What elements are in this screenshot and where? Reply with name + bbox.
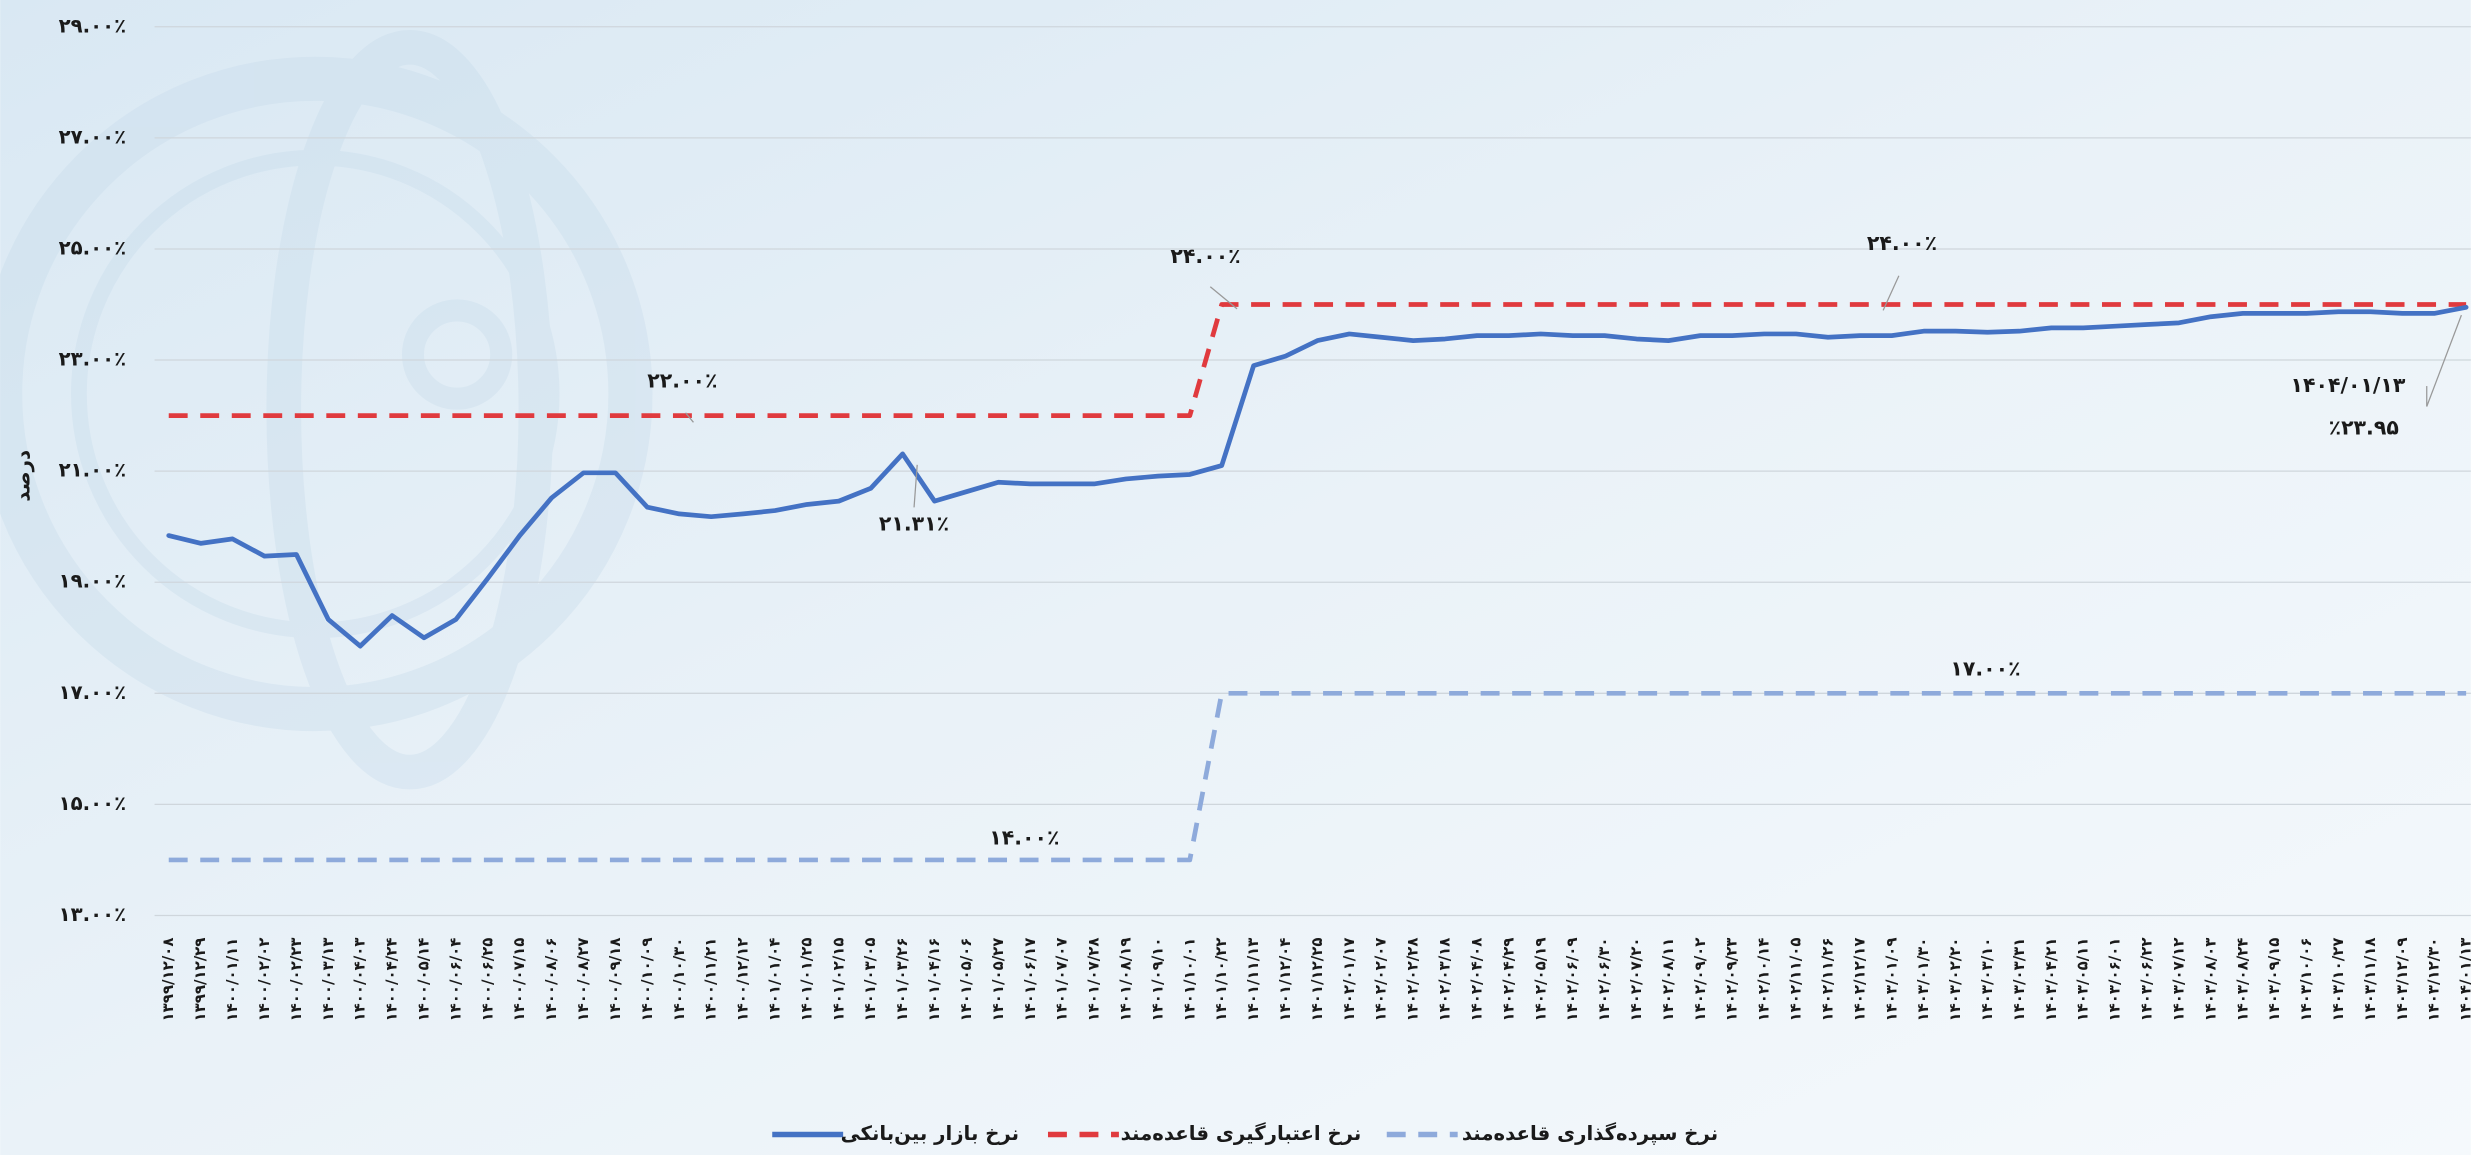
y-tick-label: ۲۱.۰۰٪ — [59, 459, 127, 482]
annotation: ۲۴.۰۰٪ — [1170, 244, 1240, 268]
x-tick-label: ۱۳۹۹/۱۲/۲۹ — [191, 938, 209, 1022]
x-tick-label: ۱۴۰۱/۰۳/۰۵ — [861, 938, 879, 1022]
y-tick-label: ۱۳.۰۰٪ — [59, 903, 127, 926]
annotation: ۲۲.۰۰٪ — [647, 368, 717, 392]
x-tick-label: ۱۴۰۰/۰۲/۲۳ — [287, 938, 305, 1022]
x-tick-label: ۱۴۰۰/۰۸/۰۶ — [542, 938, 560, 1022]
x-tick-label: ۱۴۰۳/۰۸/۲۴ — [2233, 938, 2251, 1022]
x-tick-label: ۱۴۰۳/۰۱/۳۰ — [1914, 938, 1932, 1022]
x-tick-label: ۱۴۰۲/۰۲/۰۷ — [1372, 938, 1390, 1022]
x-tick-label: ۱۴۰۴/۰۱/۱۳ — [2457, 938, 2471, 1022]
x-tick-label: ۱۴۰۱/۱۱/۱۳ — [1244, 938, 1262, 1022]
x-tick-label: ۱۴۰۱/۱۰/۲۲ — [1212, 938, 1230, 1022]
x-tick-label: ۱۴۰۳/۰۹/۱۵ — [2265, 938, 2283, 1022]
x-tick-label: ۱۴۰۳/۰۷/۱۲ — [2169, 938, 2187, 1022]
y-tick-label: ۲۳.۰۰٪ — [59, 348, 127, 371]
x-tick-label: ۱۴۰۲/۰۱/۱۷ — [1340, 938, 1358, 1022]
x-tick-label: ۱۴۰۳/۱۲/۰۹ — [2393, 938, 2411, 1022]
x-tick-label: ۱۴۰۳/۱۰/۰۶ — [2297, 938, 2315, 1022]
x-tick-label: ۱۴۰۳/۰۳/۱۰ — [1978, 938, 1996, 1022]
x-tick-label: ۱۴۰۳/۰۴/۲۱ — [2042, 938, 2060, 1022]
annotation-date: ۱۴۰۴/۰۱/۱۳ — [2291, 373, 2406, 397]
x-tick-label: ۱۴۰۳/۰۶/۰۱ — [2106, 938, 2124, 1022]
x-tick-label: ۱۴۰۱/۰۲/۱۵ — [829, 938, 847, 1022]
x-tick-label: ۱۴۰۳/۰۶/۲۲ — [2138, 938, 2156, 1022]
x-tick-label: ۱۴۰۳/۰۸/۰۳ — [2201, 938, 2219, 1022]
x-tick-label: ۱۴۰۳/۱۰/۲۷ — [2329, 938, 2347, 1022]
x-tick-label: ۱۴۰۲/۰۴/۲۹ — [1499, 938, 1517, 1022]
annotation: ۲۱.۳۱٪ — [879, 512, 949, 536]
x-tick-label: ۱۴۰۰/۰۴/۰۳ — [351, 938, 369, 1022]
x-tick-label: ۱۴۰۲/۰۵/۱۹ — [1531, 938, 1549, 1022]
x-tick-label: ۱۴۰۱/۱۲/۰۴ — [1276, 938, 1294, 1022]
x-tick-label: ۱۴۰۲/۰۳/۱۸ — [1436, 938, 1454, 1022]
x-tick-label: ۱۴۰۰/۱۰/۳۰ — [670, 938, 688, 1022]
legend-label: نرخ بازار بین‌بانکی — [841, 1122, 1019, 1145]
annotation: ۱۴.۰۰٪ — [989, 825, 1059, 849]
x-tick-label: ۱۴۰۰/۱۲/۱۲ — [734, 938, 752, 1022]
x-tick-label: ۱۴۰۲/۰۷/۲۰ — [1627, 938, 1645, 1022]
y-tick-label: ۲۵.۰۰٪ — [59, 236, 127, 259]
x-tick-label: ۱۴۰۳/۰۵/۱۱ — [2074, 938, 2092, 1022]
x-tick-label: ۱۴۰۰/۰۵/۱۴ — [415, 938, 433, 1022]
x-tick-label: ۱۴۰۳/۰۱/۰۹ — [1882, 938, 1900, 1022]
y-tick-label: ۲۹.۰۰٪ — [59, 14, 127, 37]
x-tick-label: ۱۴۰۱/۰۴/۱۶ — [925, 938, 943, 1022]
annotation: ۲۴.۰۰٪ — [1867, 231, 1937, 255]
x-tick-label: ۱۴۰۱/۰۸/۱۹ — [1116, 938, 1134, 1022]
x-tick-label: ۱۴۰۳/۰۲/۲۰ — [1946, 938, 1964, 1022]
x-tick-label: ۱۴۰۰/۰۴/۲۴ — [383, 938, 401, 1022]
x-tick-label: ۱۴۰۲/۰۴/۰۸ — [1467, 938, 1485, 1022]
x-tick-label: ۱۴۰۲/۰۶/۳۰ — [1595, 938, 1613, 1022]
x-tick-label: ۱۴۰۲/۰۹/۰۲ — [1691, 938, 1709, 1022]
x-tick-label: ۱۴۰۲/۱۰/۱۴ — [1755, 938, 1773, 1022]
x-tick-label: ۱۴۰۲/۱۱/۲۶ — [1818, 938, 1836, 1022]
x-tick-label: ۱۴۰۰/۰۶/۲۵ — [478, 938, 496, 1022]
x-tick-label: ۱۴۰۰/۰۳/۱۳ — [319, 938, 337, 1022]
x-tick-label: ۱۴۰۱/۰۱/۲۵ — [797, 938, 815, 1022]
x-tick-label: ۱۴۰۱/۰۳/۲۶ — [893, 938, 911, 1022]
x-tick-label: ۱۴۰۳/۰۳/۳۱ — [2010, 938, 2028, 1022]
x-tick-label: ۱۴۰۱/۰۵/۰۶ — [957, 938, 975, 1022]
x-tick-label: ۱۴۰۱/۰۷/۲۸ — [1085, 938, 1103, 1022]
x-tick-label: ۱۴۰۰/۱۰/۰۹ — [638, 938, 656, 1022]
background — [0, 0, 2471, 1155]
x-tick-label: ۱۴۰۳/۱۱/۱۸ — [2361, 938, 2379, 1022]
x-tick-label: ۱۴۰۱/۰۹/۱۰ — [1148, 938, 1166, 1022]
legend-label: نرخ اعتبارگیری قاعده‌مند — [1121, 1122, 1362, 1145]
x-tick-label: ۱۳۹۹/۱۲/۰۸ — [159, 938, 177, 1022]
x-tick-label: ۱۴۰۱/۱۰/۰۱ — [1180, 938, 1198, 1022]
annotation: ۱۷.۰۰٪ — [1950, 657, 2020, 681]
x-tick-label: ۱۴۰۲/۱۱/۰۵ — [1787, 938, 1805, 1022]
x-tick-label: ۱۴۰۱/۰۶/۱۷ — [1021, 938, 1039, 1022]
x-tick-label: ۱۴۰۰/۱۱/۲۱ — [702, 938, 720, 1022]
y-tick-label: ۲۷.۰۰٪ — [59, 125, 127, 148]
x-tick-label: ۱۴۰۲/۰۹/۲۳ — [1723, 938, 1741, 1022]
x-tick-label: ۱۴۰۱/۱۲/۲۵ — [1308, 938, 1326, 1022]
y-tick-label: ۱۷.۰۰٪ — [59, 681, 127, 704]
x-tick-label: ۱۴۰۰/۰۸/۲۷ — [574, 938, 592, 1022]
chart: درصد ۱۳.۰۰٪ ۱۵.۰۰٪ ۱۷.۰۰٪ ۱۹.۰۰٪ ۲۱.۰۰٪ ۲۳.۰۰… — [0, 0, 2471, 1155]
y-axis-title: درصد — [11, 450, 34, 502]
x-tick-label: ۱۴۰۲/۰۸/۱۱ — [1659, 938, 1677, 1022]
y-tick-label: ۱۵.۰۰٪ — [59, 792, 127, 815]
x-tick-label: ۱۴۰۰/۰۲/۰۲ — [255, 938, 273, 1022]
x-tick-label: ۱۴۰۲/۱۲/۱۷ — [1850, 938, 1868, 1022]
x-tick-label: ۱۴۰۰/۰۱/۱۱ — [223, 938, 241, 1022]
x-tick-label: ۱۴۰۲/۰۲/۲۸ — [1404, 938, 1422, 1022]
x-tick-label: ۱۴۰۰/۰۷/۱۵ — [510, 938, 528, 1022]
x-tick-label: ۱۴۰۱/۰۱/۰۴ — [765, 938, 783, 1022]
annotation: ٪۲۳.۹۵ — [2329, 416, 2399, 440]
x-tick-label: ۱۴۰۱/۰۷/۰۷ — [1053, 938, 1071, 1022]
legend-label: نرخ سپرده‌گذاری قاعده‌مند — [1462, 1122, 1718, 1145]
x-tick-label: ۱۴۰۲/۰۶/۰۹ — [1563, 938, 1581, 1022]
x-tick-label: ۱۴۰۰/۰۹/۱۸ — [606, 938, 624, 1022]
x-tick-label: ۱۴۰۳/۱۲/۳۰ — [2425, 938, 2443, 1022]
y-tick-label: ۱۹.۰۰٪ — [59, 570, 127, 593]
x-tick-label: ۱۴۰۱/۰۵/۲۷ — [989, 938, 1007, 1022]
x-tick-label: ۱۴۰۰/۰۶/۰۴ — [446, 938, 464, 1022]
